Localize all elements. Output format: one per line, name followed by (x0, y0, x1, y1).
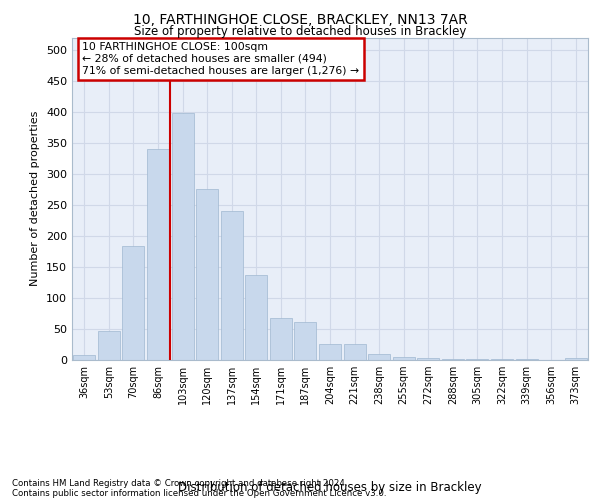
Bar (122, 246, 145, 360)
Bar (295, 322, 316, 360)
Bar (565, 358, 587, 360)
Bar (98, 332, 120, 360)
Text: 10, FARTHINGHOE CLOSE, BRACKLEY, NN13 7AR: 10, FARTHINGHOE CLOSE, BRACKLEY, NN13 7A… (133, 12, 467, 26)
Text: Contains public sector information licensed under the Open Government Licence v3: Contains public sector information licen… (12, 488, 386, 498)
Bar (368, 354, 390, 360)
Bar (270, 318, 292, 360)
Text: 10 FARTHINGHOE CLOSE: 100sqm
← 28% of detached houses are smaller (494)
71% of s: 10 FARTHINGHOE CLOSE: 100sqm ← 28% of de… (82, 42, 359, 76)
Bar (245, 275, 268, 360)
Text: Contains HM Land Registry data © Crown copyright and database right 2024.: Contains HM Land Registry data © Crown c… (12, 478, 347, 488)
Bar (442, 359, 464, 360)
X-axis label: Distribution of detached houses by size in Brackley: Distribution of detached houses by size … (178, 481, 482, 494)
Bar (147, 149, 169, 360)
Text: Size of property relative to detached houses in Brackley: Size of property relative to detached ho… (134, 25, 466, 38)
Bar (73, 355, 95, 360)
Bar (196, 189, 218, 360)
Y-axis label: Number of detached properties: Number of detached properties (31, 111, 40, 286)
Bar (417, 358, 439, 360)
Bar (172, 112, 194, 360)
Bar (392, 357, 415, 360)
Bar (344, 344, 365, 360)
Bar (319, 344, 341, 360)
Bar (221, 211, 243, 360)
